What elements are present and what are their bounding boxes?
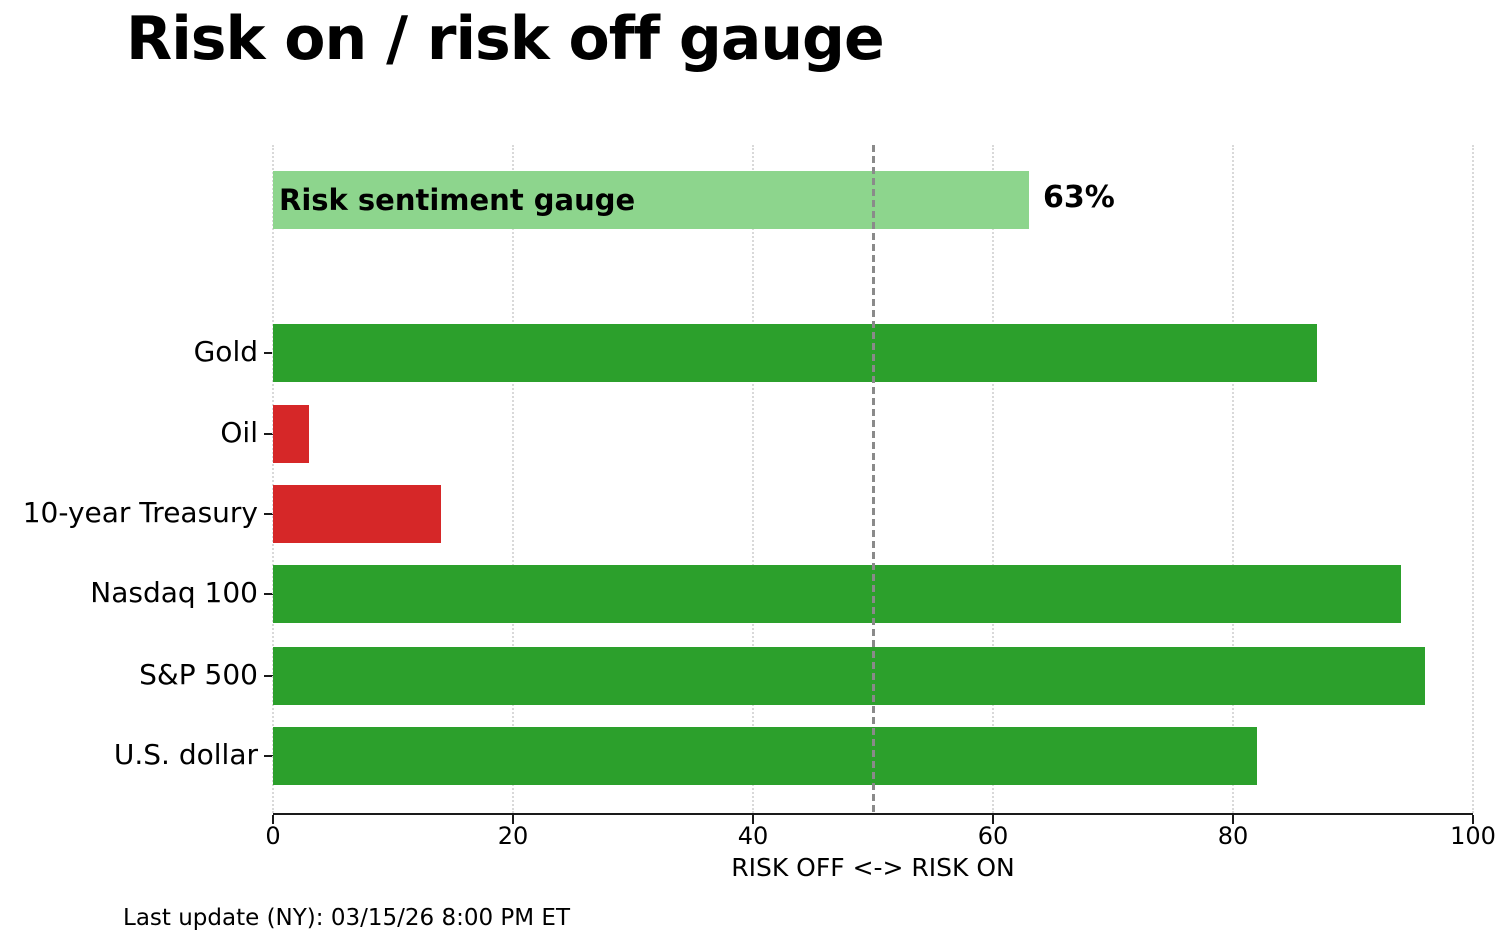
gridline-0: [272, 145, 274, 813]
gridline-40: [752, 145, 754, 813]
last-update-note: Last update (NY): 03/15/26 8:00 PM ET: [123, 905, 571, 931]
gridline-60: [992, 145, 994, 813]
ytick-label-gold: Gold: [193, 335, 258, 368]
ytick-mark-5: [264, 755, 273, 757]
ytick-mark-3: [264, 593, 273, 595]
xtick-label-20: 20: [497, 822, 529, 850]
xtick-label-60: 60: [977, 822, 1009, 850]
xtick-label-100: 100: [1450, 822, 1496, 850]
xtick-mark-60: [992, 815, 994, 824]
x-axis-label: RISK OFF <-> RISK ON: [731, 853, 1015, 882]
bar-s-p-500: [273, 647, 1425, 705]
bar-u-s-dollar: [273, 727, 1257, 785]
ytick-mark-2: [264, 513, 273, 515]
gridline-80: [1232, 145, 1234, 813]
gridline-100: [1472, 145, 1474, 813]
risk-sentiment-gauge-bar: Risk sentiment gauge: [273, 171, 1029, 229]
ytick-label-u-s-dollar: U.S. dollar: [113, 738, 258, 771]
xtick-mark-100: [1472, 815, 1474, 824]
gauge-bar-label: Risk sentiment gauge: [279, 183, 636, 217]
xtick-label-0: 0: [265, 822, 281, 850]
bar-10-year-treasury: [273, 485, 441, 543]
reference-line-50: [871, 145, 875, 813]
xtick-label-40: 40: [737, 822, 769, 850]
gauge-value-label: 63%: [1043, 180, 1115, 215]
bar-gold: [273, 324, 1317, 382]
xtick-mark-80: [1232, 815, 1234, 824]
plot-area: Risk sentiment gauge 63%: [272, 145, 1474, 815]
ytick-mark-1: [264, 433, 273, 435]
ytick-mark-0: [264, 352, 273, 354]
bar-nasdaq-100: [273, 565, 1401, 623]
bar-oil: [273, 405, 309, 463]
xtick-mark-20: [512, 815, 514, 824]
ytick-label-s-p-500: S&P 500: [139, 658, 258, 691]
xtick-mark-40: [752, 815, 754, 824]
ytick-mark-4: [264, 675, 273, 677]
ytick-label-nasdaq-100: Nasdaq 100: [90, 576, 258, 609]
ytick-label-10-year-treasury: 10-year Treasury: [22, 496, 258, 529]
xtick-label-80: 80: [1217, 822, 1249, 850]
x-axis-spine: [273, 813, 1473, 815]
gridline-20: [512, 145, 514, 813]
chart-title: Risk on / risk off gauge: [126, 4, 885, 74]
ytick-label-oil: Oil: [220, 416, 258, 449]
xtick-mark-0: [272, 815, 274, 824]
